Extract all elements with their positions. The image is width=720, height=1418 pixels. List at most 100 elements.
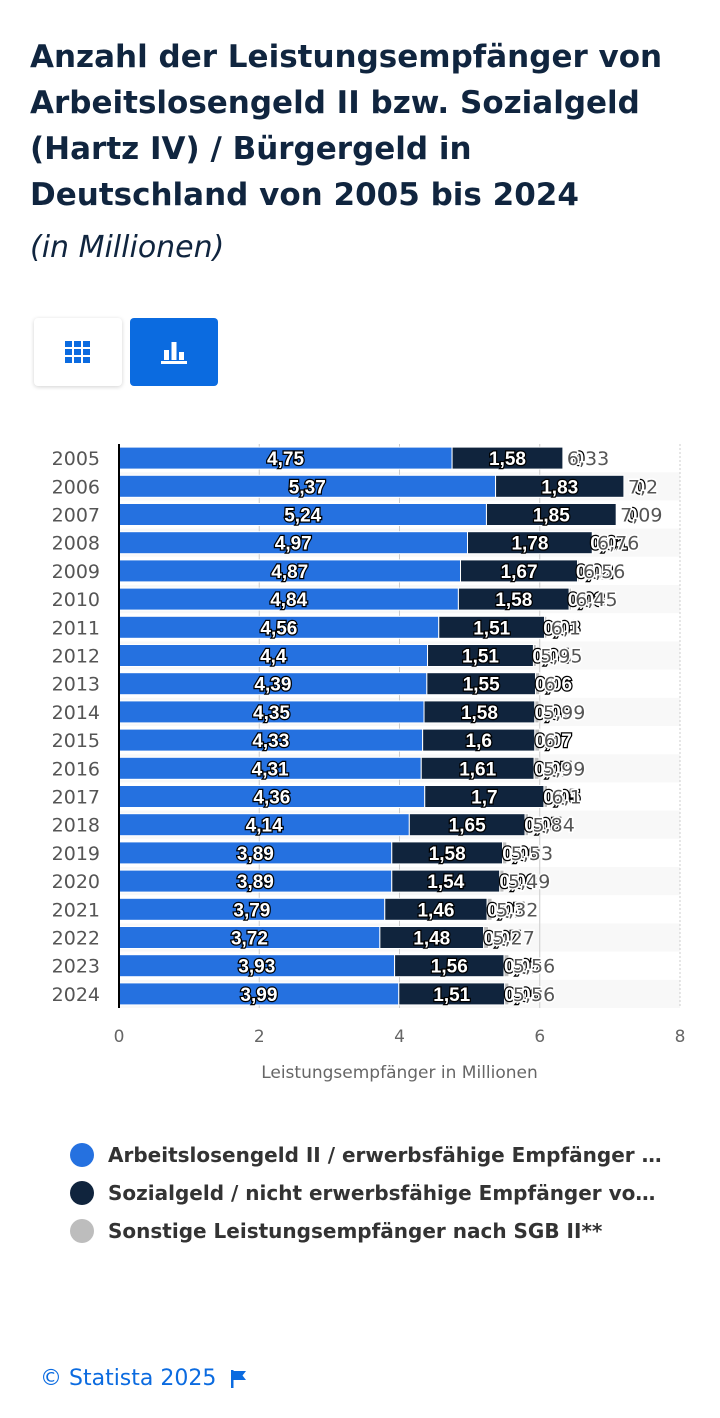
bar-segment <box>534 700 540 724</box>
data-label: 0,06 <box>534 703 571 724</box>
bar-segment <box>502 841 508 865</box>
data-label: 3,89 <box>237 872 274 893</box>
total-label: 5,95 <box>540 646 582 668</box>
data-label: 1,51 <box>433 985 470 1006</box>
y-category-label: 2022 <box>52 928 100 950</box>
legend-label: Arbeitslosengeld II / erwerbsfähige Empf… <box>108 1143 668 1167</box>
legend-item-sozialgeld[interactable]: Sozialgeld / nicht erwerbsfähige Empfäng… <box>70 1174 670 1212</box>
flag-icon[interactable] <box>230 1369 248 1389</box>
bar-segment <box>503 954 510 978</box>
data-label: 4,36 <box>253 788 290 809</box>
table-grid-icon <box>65 341 90 363</box>
total-label: 5,84 <box>533 815 575 837</box>
data-label: 4,35 <box>253 703 290 724</box>
total-label: 5,56 <box>513 984 555 1006</box>
y-category-label: 2008 <box>52 533 100 555</box>
data-label: 0,07 <box>487 900 524 921</box>
data-label: 0,06 <box>499 872 536 893</box>
data-label: 4,39 <box>254 675 291 696</box>
y-category-label: 2009 <box>52 561 100 583</box>
y-category-label: 2015 <box>52 730 100 752</box>
legend-marker <box>70 1219 94 1243</box>
y-category-label: 2010 <box>52 589 100 611</box>
copyright-link[interactable]: © Statista 2025 <box>40 1366 217 1391</box>
total-label: 5,53 <box>511 843 553 865</box>
y-category-label: 2023 <box>52 956 100 978</box>
data-label: 0,06 <box>502 844 539 865</box>
y-category-label: 2005 <box>52 448 100 470</box>
data-label: 0,03 <box>543 618 580 639</box>
legend-label: Sonstige Leistungsempfänger nach SGB II*… <box>108 1219 603 1243</box>
x-tick-label: 0 <box>114 1027 125 1047</box>
bar-segment <box>577 559 580 583</box>
data-label: 1,61 <box>459 759 496 780</box>
data-label: 0,07 <box>534 759 571 780</box>
legend-item-sonstige[interactable]: Sonstige Leistungsempfänger nach SGB II*… <box>70 1212 670 1250</box>
bar-segment <box>535 672 541 696</box>
data-label: 0,03 <box>568 590 605 611</box>
data-label: 3,79 <box>233 900 270 921</box>
data-label: 0,05 <box>524 816 561 837</box>
bar-segment <box>533 756 540 780</box>
x-tick-label: 8 <box>675 1027 686 1047</box>
data-label: 4,4 <box>260 647 287 668</box>
data-label: 4,75 <box>267 449 304 470</box>
bar-segment <box>485 503 617 526</box>
data-label: 1,67 <box>501 562 538 583</box>
total-label: 6 <box>544 674 556 696</box>
bar-segment <box>504 982 510 1006</box>
data-label: 4,97 <box>275 534 312 555</box>
total-label: 6,1 <box>551 617 581 639</box>
bar-segment <box>499 869 505 893</box>
bar-segment <box>591 531 594 555</box>
table-view-button[interactable] <box>34 318 122 386</box>
data-label: 1,46 <box>417 900 454 921</box>
y-category-label: 2017 <box>52 787 100 809</box>
legend-label: Sozialgeld / nicht erwerbsfähige Empfäng… <box>108 1181 668 1205</box>
data-label: 4,84 <box>270 590 307 611</box>
legend-marker <box>70 1143 94 1167</box>
bar-segment <box>451 446 564 470</box>
total-label: 5,56 <box>513 956 555 978</box>
y-category-label: 2013 <box>52 674 100 696</box>
y-category-label: 2016 <box>52 758 100 780</box>
data-label: 3,72 <box>231 929 268 950</box>
total-label: 5,99 <box>543 702 585 724</box>
total-label: 7,09 <box>620 505 662 527</box>
y-category-label: 2024 <box>52 984 100 1006</box>
legend-item-arbeitslosengeld[interactable]: Arbeitslosengeld II / erwerbsfähige Empf… <box>70 1136 670 1174</box>
x-axis-title: Leistungsempfänger in Millionen <box>261 1063 538 1083</box>
data-label: 3,93 <box>238 957 275 978</box>
total-label: 6 <box>544 730 556 752</box>
data-label: 0 <box>574 449 585 470</box>
data-label: 0,07 <box>484 929 521 950</box>
bar-segment <box>486 897 493 921</box>
data-label: 1,78 <box>511 534 548 555</box>
legend: Arbeitslosengeld II / erwerbsfähige Empf… <box>70 1136 670 1250</box>
data-label: 0,06 <box>535 675 572 696</box>
data-label: 1,85 <box>533 506 570 527</box>
total-label: 6,76 <box>597 533 639 555</box>
data-label: 4,14 <box>246 816 283 837</box>
y-category-label: 2007 <box>52 505 100 527</box>
x-tick-label: 6 <box>534 1027 545 1047</box>
data-label: 0,04 <box>532 647 569 668</box>
y-category-label: 2014 <box>52 702 100 724</box>
data-label: 1,7 <box>471 788 497 809</box>
data-label: 0,07 <box>504 957 541 978</box>
total-label: 5,99 <box>543 758 585 780</box>
bar-segment <box>568 587 572 611</box>
data-label: 0,01 <box>590 534 627 555</box>
data-label: 1,55 <box>463 675 500 696</box>
total-label: 5,27 <box>493 928 535 950</box>
data-label: 0,05 <box>543 788 580 809</box>
y-category-label: 2018 <box>52 815 100 837</box>
bar-segment <box>524 813 530 837</box>
data-label: 4,33 <box>252 731 289 752</box>
data-label: 1,58 <box>461 703 498 724</box>
chart-view-button[interactable] <box>130 318 218 386</box>
data-label: 1,58 <box>495 590 532 611</box>
total-label: 6,56 <box>583 561 625 583</box>
data-label: 1,48 <box>413 929 450 950</box>
